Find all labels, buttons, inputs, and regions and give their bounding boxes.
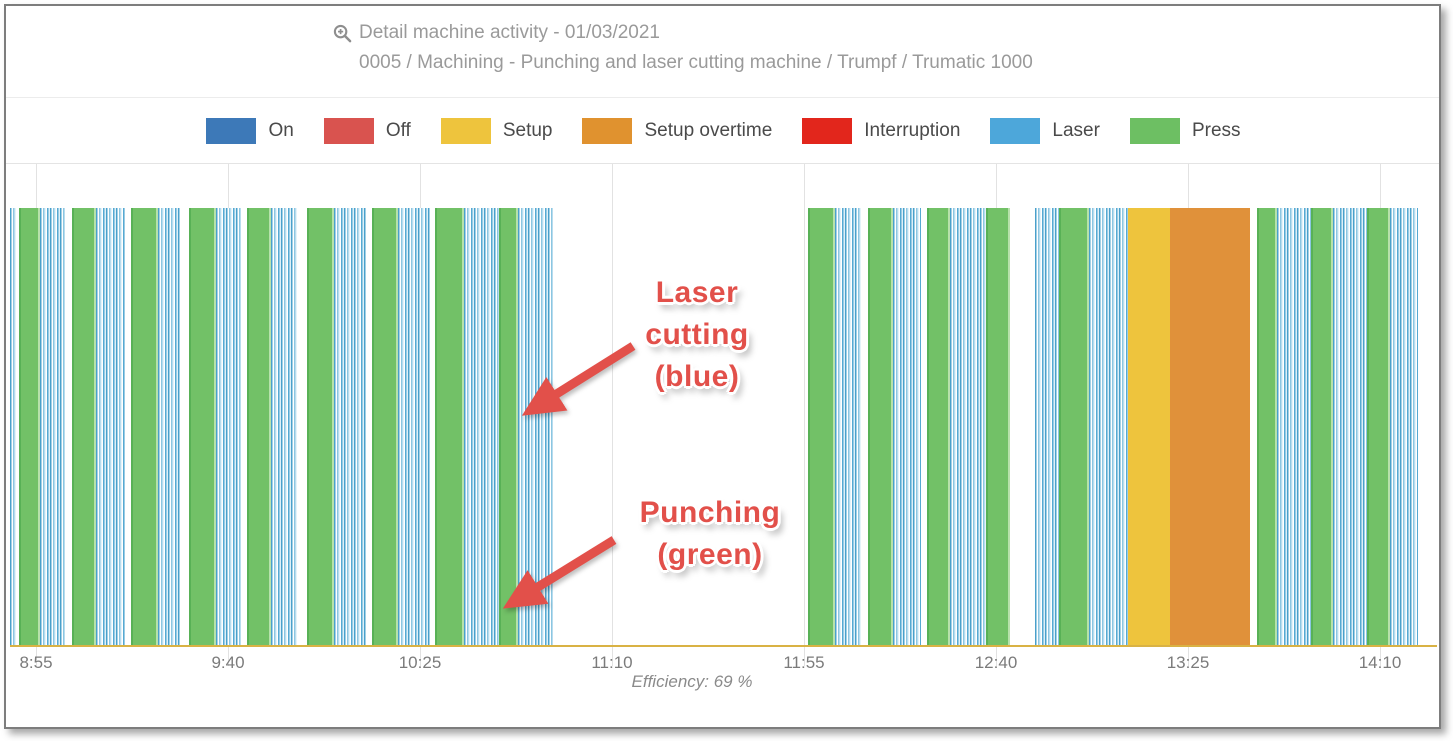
segment-press [19, 208, 40, 645]
legend-swatch [440, 118, 491, 144]
legend-label: Laser [1052, 120, 1100, 141]
segment-press [131, 208, 158, 645]
legend-item-press[interactable]: Press [1129, 118, 1241, 144]
segment-press [808, 208, 835, 645]
annotation-text: Punching (green) [639, 496, 781, 571]
segment-laser [1035, 208, 1059, 645]
segment-press [189, 208, 216, 645]
legend-item-on[interactable]: On [206, 118, 294, 144]
segment-laser [10, 208, 16, 645]
tick-label: 8:55 [19, 653, 53, 672]
legend-label: On [268, 120, 294, 141]
segment-setup [1128, 208, 1170, 645]
segment-laser [96, 208, 125, 645]
segment-laser [518, 208, 553, 645]
segment-laser [1333, 208, 1367, 645]
segment-press [868, 208, 893, 645]
segment-press [435, 208, 464, 645]
header-divider [6, 97, 1441, 98]
segment-press [247, 208, 271, 645]
segment-press [1059, 208, 1089, 645]
legend-divider [6, 163, 1441, 164]
chart-title: Detail machine activity - 01/03/2021 [359, 22, 660, 43]
legend-item-setup-overtime[interactable]: Setup overtime [582, 118, 772, 144]
segment-setup_overtime [1170, 208, 1250, 645]
tick-label: 12:40 [974, 653, 1018, 672]
legend-swatch [802, 118, 853, 144]
legend-label: Press [1191, 120, 1241, 141]
tick-label: 13:25 [1166, 653, 1210, 672]
tick-label: 11:55 [783, 653, 825, 672]
legend-label: Off [385, 120, 411, 141]
tick-label: 9:40 [211, 653, 245, 672]
segment-laser [1277, 208, 1311, 645]
segment-press [372, 208, 398, 645]
legend-swatch [990, 118, 1041, 144]
annotation-text: Laser cutting (blue) [645, 276, 749, 393]
segment-press [927, 208, 950, 645]
tick-label: 14:10 [1358, 653, 1402, 672]
segment-laser [835, 208, 862, 645]
segment-laser [1390, 208, 1418, 645]
legend-swatch [206, 118, 257, 144]
segment-press [1311, 208, 1333, 645]
chart-subtitle: 0005 / Machining - Punching and laser cu… [359, 52, 1033, 73]
gridline [804, 164, 805, 666]
legend-label: Interruption [864, 120, 961, 141]
segment-laser [158, 208, 181, 645]
efficiency-label: Efficiency: 69 % [631, 672, 753, 691]
legend-swatch [323, 118, 374, 144]
legend-label: Setup [502, 120, 553, 141]
segment-laser [271, 208, 298, 645]
legend-swatch [582, 118, 633, 144]
segment-laser [464, 208, 499, 645]
segment-laser [40, 208, 65, 645]
legend-swatch [1129, 118, 1180, 144]
gridline [612, 164, 613, 666]
legend-label: Setup overtime [644, 120, 773, 141]
x-axis-line [10, 645, 1437, 647]
tick-label: 11:10 [591, 653, 633, 672]
segment-laser [398, 208, 430, 645]
segment-press [307, 208, 334, 645]
segment-press [72, 208, 96, 645]
segment-laser [1089, 208, 1128, 645]
segment-press [1367, 208, 1390, 645]
legend-item-laser[interactable]: Laser [990, 118, 1100, 144]
tick-label: 10:25 [398, 653, 442, 672]
segment-press [986, 208, 1010, 645]
segment-press [1257, 208, 1277, 645]
chart-header: Detail machine activity - 01/03/2021 000… [333, 22, 1033, 74]
segment-laser [893, 208, 921, 645]
activity-bars [10, 208, 1428, 645]
legend-item-interruption[interactable]: Interruption [802, 118, 960, 144]
legend-item-off[interactable]: Off [323, 118, 411, 144]
segment-laser [334, 208, 366, 645]
segment-laser [216, 208, 241, 645]
segment-laser [950, 208, 986, 645]
segment-press [499, 208, 518, 645]
legend-item-setup[interactable]: Setup [440, 118, 553, 144]
chart-legend: On Off Setup Setup overtime Interruption Lase… [6, 107, 1441, 155]
zoom-in-icon[interactable] [333, 24, 352, 43]
